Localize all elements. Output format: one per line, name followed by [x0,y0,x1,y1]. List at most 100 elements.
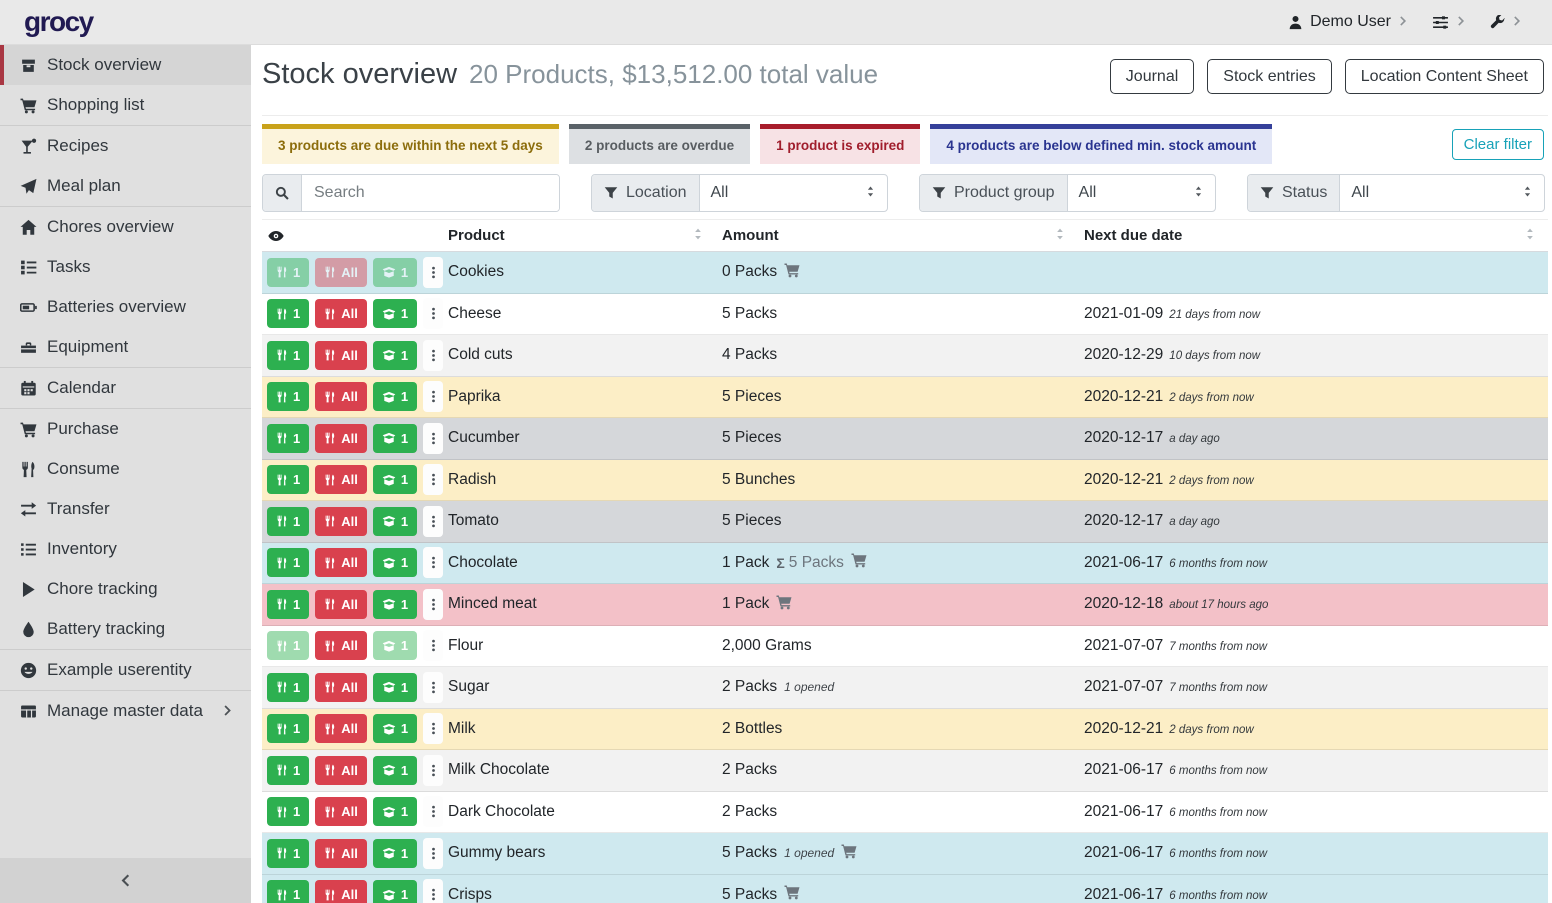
location-content-sheet-button[interactable]: Location Content Sheet [1345,59,1544,94]
consume-one-button[interactable]: 1 [267,341,309,370]
row-menu-button[interactable] [423,796,443,827]
settings-menu[interactable] [1432,13,1466,31]
product-name[interactable]: Cookies [448,263,722,281]
row-menu-button[interactable] [423,838,443,869]
consume-all-button[interactable]: All [315,382,367,411]
sidebar-item-equipment[interactable]: Equipment [0,327,251,367]
consume-one-button[interactable]: 1 [267,797,309,826]
status-banner[interactable]: 3 products are due within the next 5 day… [262,124,559,164]
consume-all-button[interactable]: All [315,631,367,660]
consume-all-button[interactable]: All [315,714,367,743]
row-menu-button[interactable] [423,381,443,412]
consume-all-button[interactable]: All [315,258,367,287]
shopping-cart-icon[interactable] [851,552,867,573]
product-name[interactable]: Gummy bears [448,844,722,862]
row-menu-button[interactable] [423,257,443,288]
column-header-product[interactable]: Product [448,227,722,244]
sidebar-item-inventory[interactable]: Inventory [0,529,251,569]
consume-one-button[interactable]: 1 [267,673,309,702]
shopping-cart-icon[interactable] [841,843,857,864]
open-one-button[interactable]: 1 [373,299,417,328]
consume-all-button[interactable]: All [315,548,367,577]
sidebar-item-example-userentity[interactable]: Example userentity [0,650,251,690]
open-one-button[interactable]: 1 [373,631,417,660]
product-name[interactable]: Cucumber [448,429,722,447]
status-banner[interactable]: 1 product is expired [760,124,920,164]
row-menu-button[interactable] [423,713,443,744]
open-one-button[interactable]: 1 [373,341,417,370]
row-menu-button[interactable] [423,298,443,329]
consume-one-button[interactable]: 1 [267,548,309,577]
consume-one-button[interactable]: 1 [267,839,309,868]
consume-all-button[interactable]: All [315,341,367,370]
consume-all-button[interactable]: All [315,839,367,868]
product-name[interactable]: Tomato [448,512,722,530]
consume-all-button[interactable]: All [315,797,367,826]
product-name[interactable]: Cold cuts [448,346,722,364]
status-banner[interactable]: 4 products are below defined min. stock … [930,124,1272,164]
sidebar-item-manage-master-data[interactable]: Manage master data [0,691,251,731]
row-menu-button[interactable] [423,589,443,620]
product-name[interactable]: Milk [448,720,722,738]
row-menu-button[interactable] [423,630,443,661]
open-one-button[interactable]: 1 [373,507,417,536]
row-menu-button[interactable] [423,340,443,371]
shopping-cart-icon[interactable] [784,262,800,283]
row-menu-button[interactable] [423,423,443,454]
product-name[interactable]: Dark Chocolate [448,803,722,821]
open-one-button[interactable]: 1 [373,382,417,411]
consume-one-button[interactable]: 1 [267,382,309,411]
sidebar-item-shopping-list[interactable]: Shopping list [0,85,251,125]
consume-all-button[interactable]: All [315,424,367,453]
stock-entries-button[interactable]: Stock entries [1207,59,1331,94]
open-one-button[interactable]: 1 [373,839,417,868]
admin-menu[interactable] [1490,13,1522,31]
shopping-cart-icon[interactable] [776,594,792,615]
product-group-select[interactable]: All [1068,175,1215,211]
sort-icon[interactable] [1054,227,1066,244]
product-name[interactable]: Crisps [448,886,722,903]
consume-one-button[interactable]: 1 [267,465,309,494]
product-name[interactable]: Flour [448,637,722,655]
open-one-button[interactable]: 1 [373,424,417,453]
row-menu-button[interactable] [423,506,443,537]
product-name[interactable]: Minced meat [448,595,722,613]
app-logo[interactable]: grocy [24,6,93,38]
sidebar-item-recipes[interactable]: Recipes [0,126,251,166]
visibility-column-header[interactable] [262,228,448,244]
product-name[interactable]: Radish [448,471,722,489]
row-menu-button[interactable] [423,879,443,903]
row-menu-button[interactable] [423,547,443,578]
consume-all-button[interactable]: All [315,673,367,702]
sort-icon[interactable] [1524,227,1536,244]
search-input[interactable] [302,175,559,211]
sidebar-item-chores-overview[interactable]: Chores overview [0,207,251,247]
consume-all-button[interactable]: All [315,465,367,494]
consume-one-button[interactable]: 1 [267,424,309,453]
sidebar-item-meal-plan[interactable]: Meal plan [0,166,251,206]
sidebar-collapse-button[interactable] [0,858,251,903]
open-one-button[interactable]: 1 [373,673,417,702]
column-header-next-due-date[interactable]: Next due date [1084,227,1548,244]
consume-one-button[interactable]: 1 [267,714,309,743]
consume-one-button[interactable]: 1 [267,880,309,903]
sort-icon[interactable] [692,227,704,244]
consume-one-button[interactable]: 1 [267,258,309,287]
consume-one-button[interactable]: 1 [267,756,309,785]
open-one-button[interactable]: 1 [373,756,417,785]
user-menu[interactable]: Demo User [1288,13,1408,31]
sidebar-item-tasks[interactable]: Tasks [0,247,251,287]
open-one-button[interactable]: 1 [373,880,417,903]
consume-one-button[interactable]: 1 [267,590,309,619]
product-name[interactable]: Milk Chocolate [448,761,722,779]
product-name[interactable]: Chocolate [448,554,722,572]
journal-button[interactable]: Journal [1110,59,1194,94]
open-one-button[interactable]: 1 [373,590,417,619]
consume-all-button[interactable]: All [315,756,367,785]
clear-filter-button[interactable]: Clear filter [1452,129,1544,160]
consume-all-button[interactable]: All [315,880,367,903]
consume-all-button[interactable]: All [315,507,367,536]
sidebar-item-batteries-overview[interactable]: Batteries overview [0,287,251,327]
consume-all-button[interactable]: All [315,299,367,328]
location-select[interactable]: All [700,175,888,211]
